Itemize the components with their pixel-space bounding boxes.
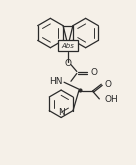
Text: N: N (58, 108, 64, 116)
FancyBboxPatch shape (58, 40, 78, 51)
Text: Abs: Abs (62, 43, 74, 49)
Text: O: O (104, 80, 111, 89)
Text: OH: OH (104, 95, 118, 104)
Text: O: O (64, 59, 72, 68)
Text: O: O (91, 68, 98, 77)
Text: HN: HN (50, 77, 63, 86)
